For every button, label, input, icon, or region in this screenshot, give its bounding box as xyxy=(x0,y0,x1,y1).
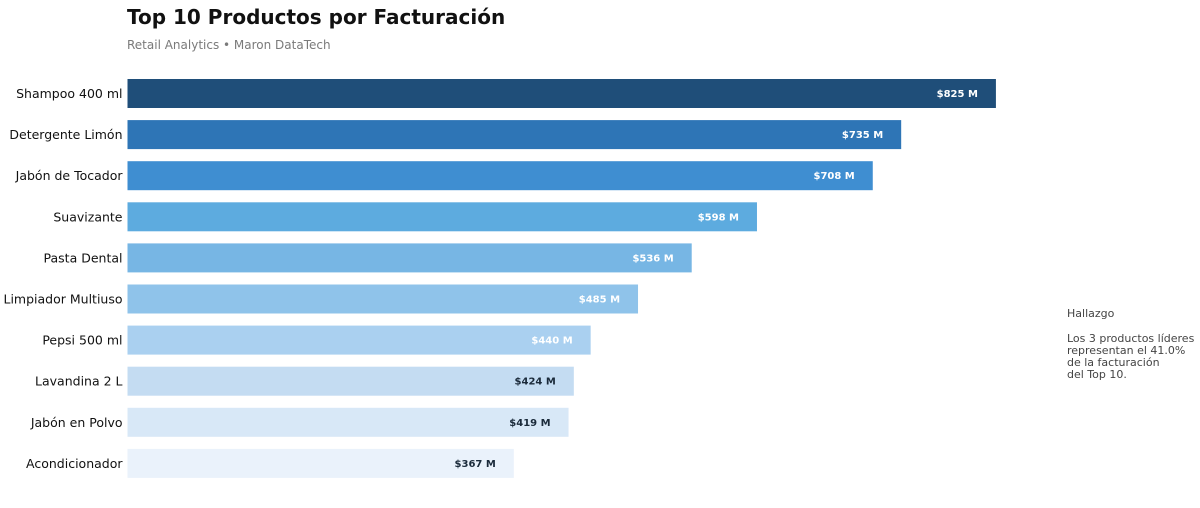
insight-note: Hallazgo Los 3 productos líderes represe… xyxy=(1067,308,1197,381)
bar-3 xyxy=(127,161,873,191)
data-label: $536 M xyxy=(632,253,673,264)
category-label: Lavandina 2 L xyxy=(35,374,122,389)
category-label: Limpiador Multiuso xyxy=(3,292,122,307)
data-label: $825 M xyxy=(937,89,978,100)
category-label: Shampoo 400 ml xyxy=(16,86,122,101)
insight-note-line: Los 3 productos líderes xyxy=(1067,332,1195,345)
bar-4 xyxy=(127,202,757,232)
category-label: Detergente Limón xyxy=(9,127,122,142)
category-label: Pepsi 500 ml xyxy=(42,333,122,348)
data-label: $708 M xyxy=(813,171,854,182)
insight-note-line: de la facturación xyxy=(1067,356,1160,369)
category-label: Jabón de Tocador xyxy=(15,168,124,183)
data-label: $735 M xyxy=(842,130,883,141)
category-label: Suavizante xyxy=(53,209,122,224)
category-label: Acondicionador xyxy=(26,456,123,471)
bar-10 xyxy=(127,448,514,478)
insight-note-line: representan el 41.0% xyxy=(1067,344,1186,357)
bar-5 xyxy=(127,243,692,273)
bar-2 xyxy=(127,120,902,150)
category-label: Jabón en Polvo xyxy=(30,415,123,430)
data-label: $367 M xyxy=(455,459,496,470)
bar-9 xyxy=(127,407,569,437)
data-label: $424 M xyxy=(515,377,556,388)
category-label: Pasta Dental xyxy=(44,250,123,265)
insight-note-title: Hallazgo xyxy=(1067,307,1115,320)
data-label: $440 M xyxy=(531,336,572,347)
bar-8 xyxy=(127,366,574,396)
data-label: $598 M xyxy=(698,212,739,223)
data-label: $419 M xyxy=(509,418,550,429)
chart-subtitle: Retail Analytics • Maron DataTech xyxy=(127,38,331,52)
bar-7 xyxy=(127,325,591,355)
data-label: $485 M xyxy=(579,295,620,306)
insight-note-line: del Top 10. xyxy=(1067,368,1127,381)
chart-title: Top 10 Productos por Facturación xyxy=(127,5,506,29)
bar-6 xyxy=(127,284,639,314)
bar-1 xyxy=(127,79,996,108)
